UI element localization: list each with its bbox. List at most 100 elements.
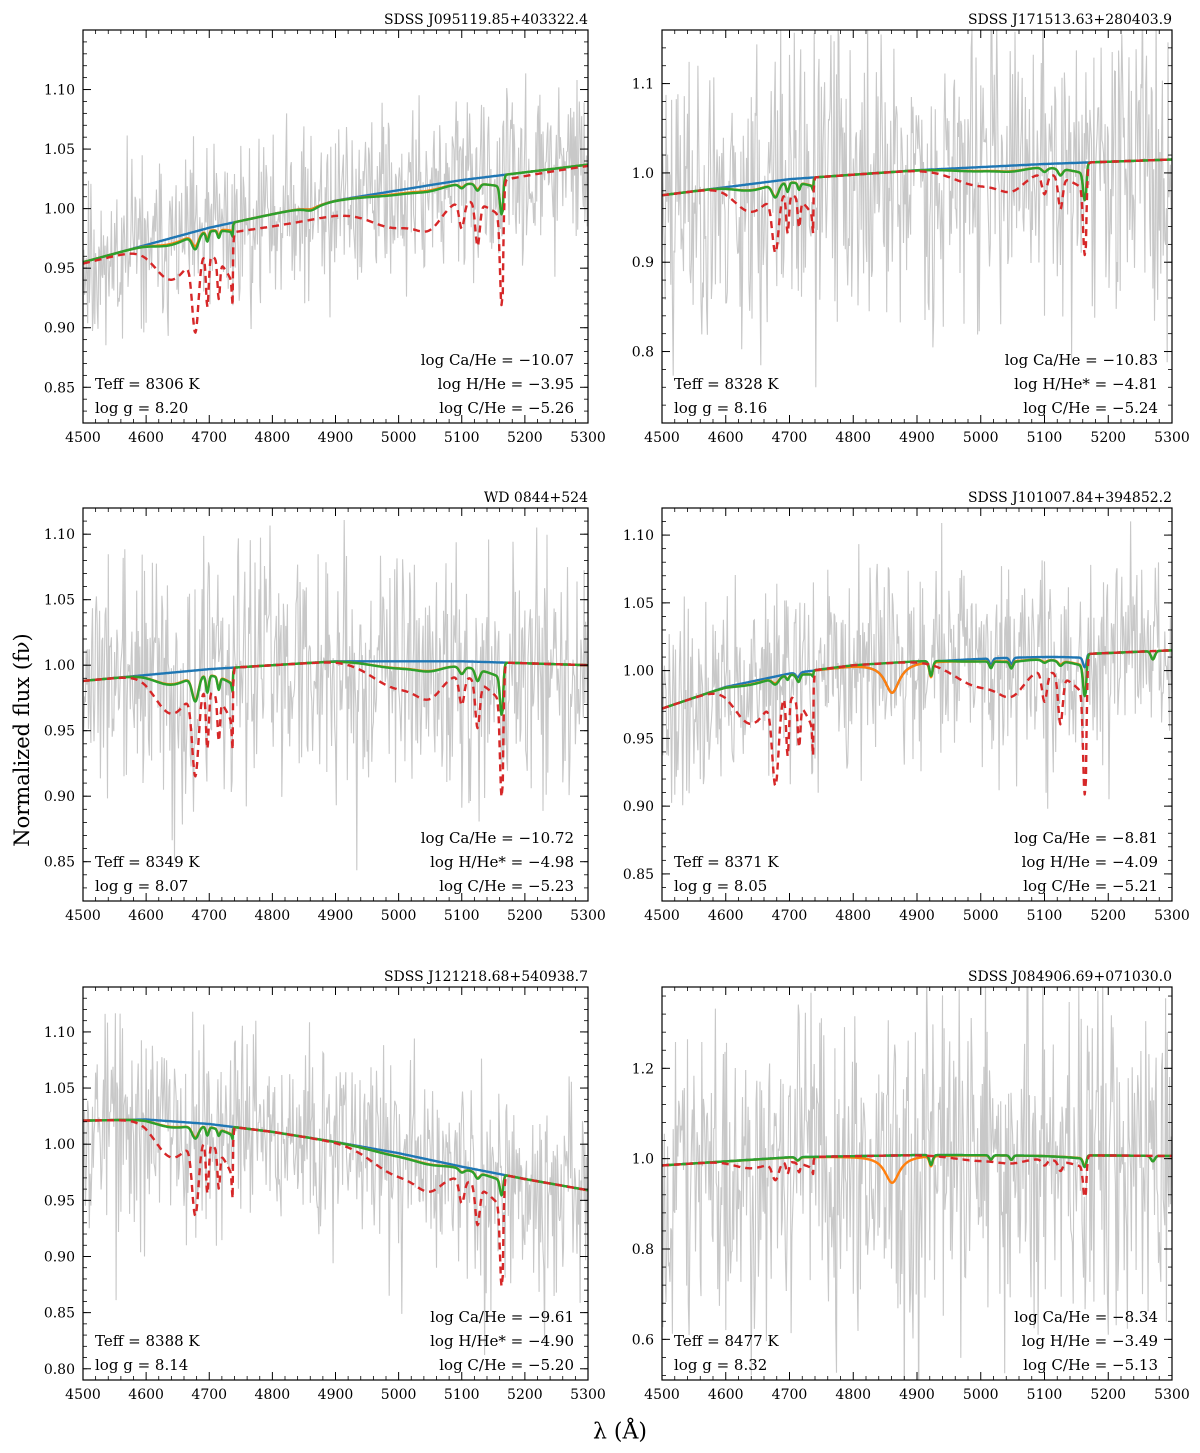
model-red-dashed-line [662, 158, 1172, 257]
abundance-label: log C/He = −5.20 [439, 1356, 574, 1374]
panel-2: 4500 4600 4700 4800 4900 5000 5100 5200 5300 0.8 0… [632, 12, 1190, 446]
x-tick-label: 4700 [191, 430, 227, 446]
abundance-label: log H/He = −3.95 [438, 375, 574, 393]
x-tick-label: 4500 [65, 908, 101, 924]
plot-area [83, 73, 588, 346]
abundance-label: log C/He = −5.23 [439, 877, 574, 895]
observed-spectrum [83, 1011, 588, 1356]
abundance-label: log C/He = −5.24 [1023, 399, 1158, 417]
model-green-line [83, 163, 588, 264]
plot-area [662, 521, 1172, 809]
panel-title: SDSS J095119.85+403322.4 [384, 12, 588, 28]
x-tick-label: 4500 [65, 430, 101, 446]
stellar-parameter-label: log g = 8.16 [674, 399, 767, 417]
abundance-label: log Ca/He = −10.83 [1005, 351, 1158, 369]
x-tick-label: 4900 [318, 430, 354, 446]
y-tick-label: 0.95 [44, 1193, 75, 1209]
x-tick-label: 5200 [1090, 908, 1126, 924]
panel-title: WD 0844+524 [484, 490, 588, 506]
y-tick-label: 1.10 [44, 1025, 75, 1041]
x-tick-label: 5100 [1027, 430, 1063, 446]
abundance-label: log H/He* = −4.81 [1014, 375, 1158, 393]
observed-spectrum [662, 987, 1172, 1380]
y-tick-label: 0.95 [44, 261, 75, 277]
x-tick-label: 5100 [444, 1387, 480, 1403]
model-green-line [662, 649, 1172, 710]
x-tick-label: 4900 [899, 1387, 935, 1403]
x-tick-label: 4800 [835, 430, 871, 446]
x-tick-label: 4900 [899, 430, 935, 446]
y-tick-label: 0.6 [632, 1332, 654, 1348]
x-tick-label: 4600 [708, 430, 744, 446]
observed-spectrum [662, 30, 1172, 388]
model-red-dashed-line [662, 649, 1172, 796]
x-tick-label: 4500 [644, 430, 680, 446]
plot-area [662, 987, 1172, 1380]
y-tick-label: 0.85 [44, 1306, 75, 1322]
stellar-parameter-label: log g = 8.14 [95, 1356, 188, 1374]
x-tick-label: 5100 [1027, 908, 1063, 924]
abundance-label: log Ca/He = −10.07 [421, 351, 574, 369]
observed-spectrum [83, 73, 588, 346]
x-tick-label: 4600 [128, 908, 164, 924]
y-tick-label: 0.80 [44, 1362, 75, 1378]
y-tick-label: 0.85 [623, 867, 654, 883]
model-red-dashed-line [83, 164, 588, 334]
x-tick-label: 4500 [65, 1387, 101, 1403]
x-tick-label: 5000 [963, 908, 999, 924]
y-axis-title: Normalized flux (fν) [10, 633, 34, 847]
y-tick-label: 1.00 [44, 1137, 75, 1153]
panel-3: 4500 4600 4700 4800 4900 5000 5100 5200 5300 0.85… [44, 490, 606, 924]
x-tick-label: 4600 [128, 430, 164, 446]
x-tick-label: 5000 [381, 1387, 417, 1403]
x-tick-label: 5300 [1154, 1387, 1190, 1403]
x-tick-label: 4700 [772, 430, 808, 446]
y-tick-label: 0.90 [623, 799, 654, 815]
y-tick-label: 1.00 [44, 658, 75, 674]
y-tick-label: 1.00 [44, 202, 75, 218]
y-tick-label: 1.2 [632, 1061, 654, 1077]
y-tick-label: 1.05 [44, 142, 75, 158]
x-tick-label: 4500 [644, 1387, 680, 1403]
stellar-parameter-label: log g = 8.05 [674, 877, 767, 895]
abundance-label: log Ca/He = −9.61 [430, 1308, 574, 1326]
x-tick-label: 4800 [255, 1387, 291, 1403]
model-red-dashed-line [662, 1154, 1172, 1199]
stellar-parameter-label: log g = 8.07 [95, 877, 188, 895]
plot-area [83, 519, 588, 871]
panel-title: SDSS J101007.84+394852.2 [968, 490, 1172, 506]
model-red-dashed-line [83, 1119, 588, 1288]
x-tick-label: 5100 [1027, 1387, 1063, 1403]
x-tick-label: 5200 [507, 430, 543, 446]
y-tick-label: 0.95 [623, 731, 654, 747]
abundance-label: log H/He* = −4.98 [430, 853, 574, 871]
plot-area [662, 30, 1172, 388]
y-tick-label: 1.05 [44, 1081, 75, 1097]
y-tick-label: 1.0 [632, 1152, 654, 1168]
stellar-parameter-label: Teff = 8477 K [674, 1332, 779, 1350]
model-red-dashed-line [83, 661, 588, 798]
y-tick-label: 0.85 [44, 380, 75, 396]
x-tick-label: 5200 [507, 908, 543, 924]
panel-4: 4500 4600 4700 4800 4900 5000 5100 5200 5300 0.85… [623, 490, 1190, 924]
abundance-label: log H/He* = −4.90 [430, 1332, 574, 1350]
x-tick-label: 4600 [128, 1387, 164, 1403]
x-tick-label: 5200 [1090, 430, 1126, 446]
x-tick-label: 4900 [318, 908, 354, 924]
x-tick-label: 5300 [1154, 430, 1190, 446]
stellar-parameter-label: Teff = 8306 K [95, 375, 200, 393]
y-tick-label: 1.10 [44, 83, 75, 99]
y-tick-label: 0.90 [44, 789, 75, 805]
abundance-label: log C/He = −5.21 [1023, 877, 1158, 895]
x-tick-label: 4700 [191, 1387, 227, 1403]
x-tick-label: 4600 [708, 908, 744, 924]
y-tick-label: 1.1 [632, 77, 654, 93]
y-tick-label: 0.8 [632, 345, 654, 361]
x-tick-label: 5000 [963, 430, 999, 446]
x-tick-label: 4900 [318, 1387, 354, 1403]
y-tick-label: 0.90 [44, 321, 75, 337]
y-tick-label: 1.10 [623, 528, 654, 544]
y-tick-label: 1.05 [623, 596, 654, 612]
